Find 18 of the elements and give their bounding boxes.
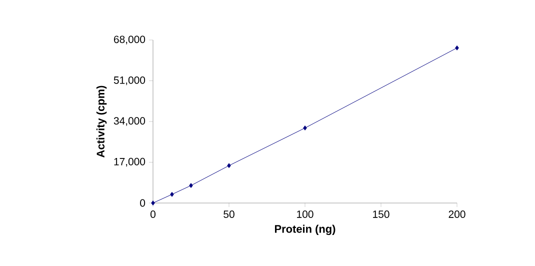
y-tick-label: 68,000 [114,36,146,44]
x-tick-label: 100 [297,210,314,218]
x-tick-label: 200 [448,210,466,218]
point [303,126,307,130]
y-tick-label: 0 [140,199,146,207]
x-tick-label: 0 [150,210,156,218]
y-tick-label: 17,000 [114,158,146,167]
point [170,192,174,197]
y-tick-label: 34,000 [114,117,146,126]
y-tick-label: 51,000 [114,76,146,86]
y-axis-title: Activity (cpm) [96,86,107,158]
x-axis-title: Protein (ng) [274,224,336,236]
point [455,45,459,50]
x-tick-label: 50 [224,210,234,218]
point [189,183,193,188]
point [151,200,155,206]
x-tick-label: 150 [373,210,390,218]
point [227,163,231,168]
